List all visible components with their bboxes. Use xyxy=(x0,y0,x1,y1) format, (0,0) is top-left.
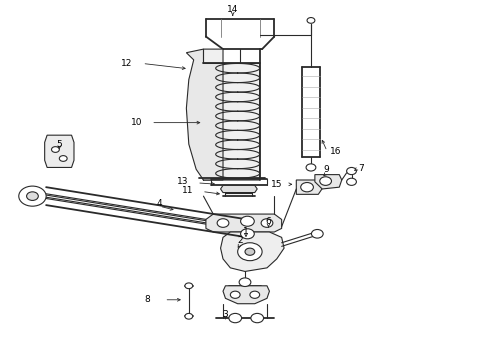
Text: 13: 13 xyxy=(177,177,188,186)
Polygon shape xyxy=(191,49,260,180)
Circle shape xyxy=(59,156,67,161)
Circle shape xyxy=(251,314,264,323)
Circle shape xyxy=(229,314,242,323)
Polygon shape xyxy=(315,175,342,189)
Polygon shape xyxy=(186,49,223,180)
Text: 6: 6 xyxy=(266,217,271,226)
Text: 16: 16 xyxy=(330,147,341,156)
Text: 2: 2 xyxy=(237,237,243,246)
Circle shape xyxy=(346,178,356,185)
Polygon shape xyxy=(220,232,284,271)
Circle shape xyxy=(346,167,356,175)
Circle shape xyxy=(261,219,273,227)
Circle shape xyxy=(185,314,193,319)
Circle shape xyxy=(241,229,254,239)
Circle shape xyxy=(312,229,323,238)
Circle shape xyxy=(230,291,240,298)
Text: 3: 3 xyxy=(222,310,228,319)
Text: 5: 5 xyxy=(56,140,62,149)
Text: 9: 9 xyxy=(324,166,329,175)
Circle shape xyxy=(51,147,59,152)
Circle shape xyxy=(250,291,260,298)
Circle shape xyxy=(307,18,315,23)
Text: 7: 7 xyxy=(358,164,364,173)
Circle shape xyxy=(320,177,331,185)
Polygon shape xyxy=(206,214,282,232)
Circle shape xyxy=(301,183,314,192)
Polygon shape xyxy=(296,180,323,194)
Text: 12: 12 xyxy=(121,59,132,68)
Text: 14: 14 xyxy=(227,5,239,14)
Text: 8: 8 xyxy=(145,295,150,304)
Text: 4: 4 xyxy=(157,199,162,208)
Polygon shape xyxy=(223,286,270,304)
Circle shape xyxy=(185,283,193,289)
Circle shape xyxy=(26,192,38,201)
Circle shape xyxy=(19,186,46,206)
Text: 10: 10 xyxy=(131,118,142,127)
Circle shape xyxy=(306,164,316,171)
Text: 11: 11 xyxy=(182,186,193,195)
Circle shape xyxy=(217,219,229,227)
Polygon shape xyxy=(220,185,257,193)
Text: 15: 15 xyxy=(271,180,283,189)
Circle shape xyxy=(241,216,254,226)
Circle shape xyxy=(238,243,262,261)
Circle shape xyxy=(239,278,251,287)
Polygon shape xyxy=(45,135,74,167)
Circle shape xyxy=(245,248,255,255)
Text: 1: 1 xyxy=(243,228,249,237)
